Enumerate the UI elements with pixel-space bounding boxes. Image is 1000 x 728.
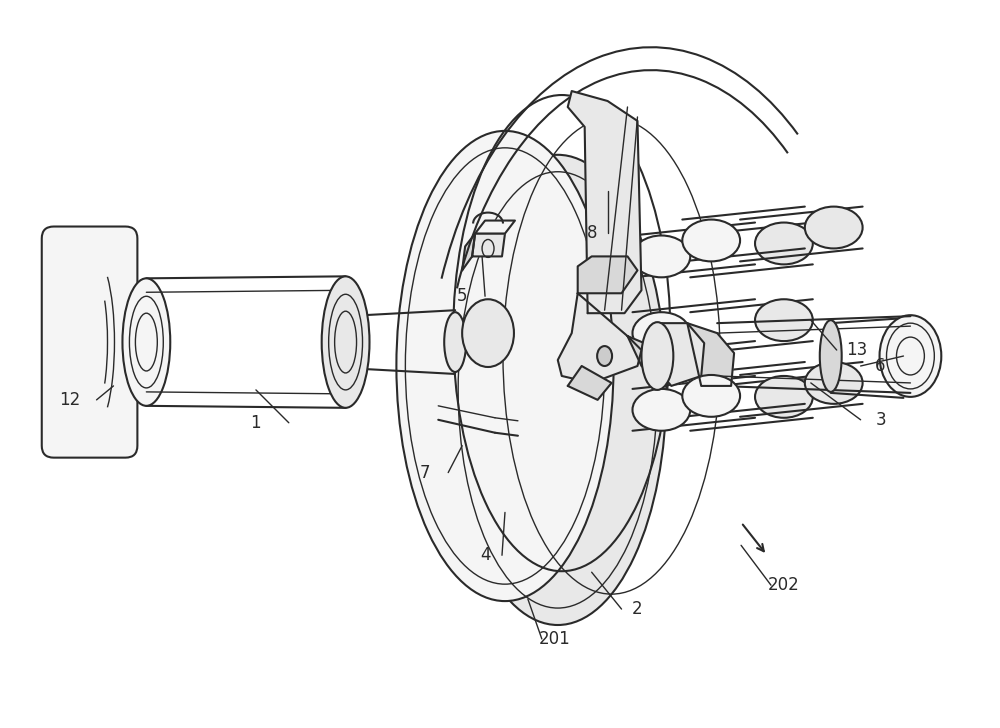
Text: 6: 6 <box>875 357 886 375</box>
Text: 2: 2 <box>632 600 643 618</box>
Ellipse shape <box>449 155 666 625</box>
Ellipse shape <box>396 131 614 601</box>
Ellipse shape <box>820 320 842 392</box>
Ellipse shape <box>755 223 813 264</box>
Ellipse shape <box>755 299 813 341</box>
Polygon shape <box>568 366 612 400</box>
Ellipse shape <box>641 323 673 390</box>
Text: 5: 5 <box>457 288 467 305</box>
Ellipse shape <box>322 277 369 408</box>
Polygon shape <box>628 336 667 380</box>
Text: 201: 201 <box>539 630 571 648</box>
Polygon shape <box>475 221 515 234</box>
Text: 202: 202 <box>768 576 800 594</box>
Ellipse shape <box>682 220 740 261</box>
Polygon shape <box>558 293 641 383</box>
Text: 3: 3 <box>875 411 886 429</box>
Ellipse shape <box>805 207 863 248</box>
Text: 4: 4 <box>480 546 490 564</box>
Polygon shape <box>568 91 641 313</box>
Text: 8: 8 <box>586 224 597 242</box>
Ellipse shape <box>755 376 813 418</box>
Ellipse shape <box>122 278 170 405</box>
Ellipse shape <box>805 362 863 404</box>
Text: 12: 12 <box>59 391 80 409</box>
Text: 13: 13 <box>846 341 867 359</box>
FancyBboxPatch shape <box>42 226 137 458</box>
Text: 1: 1 <box>251 414 261 432</box>
Polygon shape <box>654 323 704 386</box>
Polygon shape <box>687 323 734 386</box>
Ellipse shape <box>632 235 690 277</box>
Ellipse shape <box>682 375 740 417</box>
Ellipse shape <box>462 299 514 367</box>
Polygon shape <box>578 256 637 293</box>
Polygon shape <box>462 234 475 270</box>
Ellipse shape <box>632 389 690 431</box>
Ellipse shape <box>880 315 941 397</box>
Ellipse shape <box>632 312 690 354</box>
Polygon shape <box>472 234 505 256</box>
Text: 7: 7 <box>420 464 431 482</box>
Ellipse shape <box>597 346 612 366</box>
Ellipse shape <box>444 312 466 372</box>
